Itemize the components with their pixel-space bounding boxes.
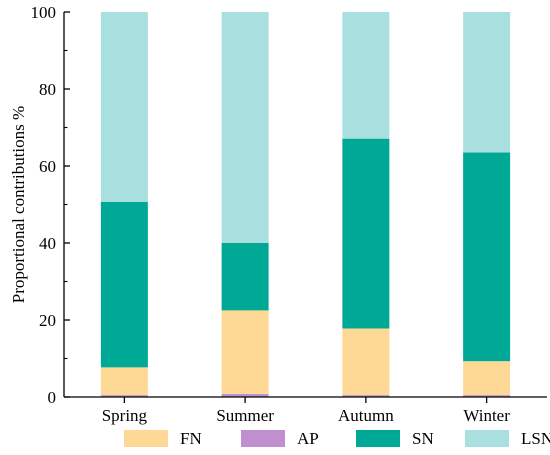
bar-segment-lsn-winter [463, 12, 511, 153]
x-category-label: Winter [463, 406, 510, 425]
bar-segment-ap-summer [221, 393, 269, 397]
legend: FN AP SN LSN [124, 429, 550, 448]
bar-segment-fn-winter [463, 361, 511, 396]
bar-segment-sn-summer [221, 243, 269, 311]
y-tick-label: 0 [48, 388, 57, 407]
bar-segment-fn-summer [221, 310, 269, 394]
legend-swatch-lsn [465, 430, 509, 447]
legend-swatch-ap [241, 430, 285, 447]
x-category-label: Spring [102, 406, 148, 425]
bar-segment-sn-autumn [342, 138, 390, 329]
legend-label-lsn: LSN [521, 429, 550, 448]
bar-segment-ap-spring [100, 395, 148, 397]
y-axis-title: Proportional contributions % [9, 106, 28, 303]
y-tick-label: 60 [39, 157, 56, 176]
legend-swatch-sn [356, 430, 400, 447]
y-tick-label: 80 [39, 80, 56, 99]
legend-label-sn: SN [412, 429, 434, 448]
x-category-label: Autumn [338, 406, 394, 425]
legend-label-fn: FN [180, 429, 202, 448]
y-tick-label: 20 [39, 311, 56, 330]
bar-segment-fn-spring [100, 367, 148, 396]
bars-layer [100, 12, 511, 397]
bar-segment-sn-spring [100, 201, 148, 368]
legend-swatch-fn [124, 430, 168, 447]
bar-segment-ap-winter [463, 395, 511, 397]
x-category-label: Summer [216, 406, 274, 425]
bar-segment-fn-autumn [342, 328, 390, 396]
bar-segment-lsn-autumn [342, 12, 390, 139]
x-category-labels: Spring Summer Autumn Winter [102, 397, 510, 425]
bar-segment-ap-autumn [342, 395, 390, 397]
bar-segment-lsn-spring [100, 12, 148, 202]
legend-label-ap: AP [297, 429, 319, 448]
y-tick-label: 100 [31, 3, 57, 22]
bar-segment-sn-winter [463, 152, 511, 362]
y-ticks: 0 20 40 60 80 100 [31, 3, 70, 407]
bar-segment-lsn-summer [221, 12, 269, 243]
y-tick-label: 40 [39, 234, 56, 253]
